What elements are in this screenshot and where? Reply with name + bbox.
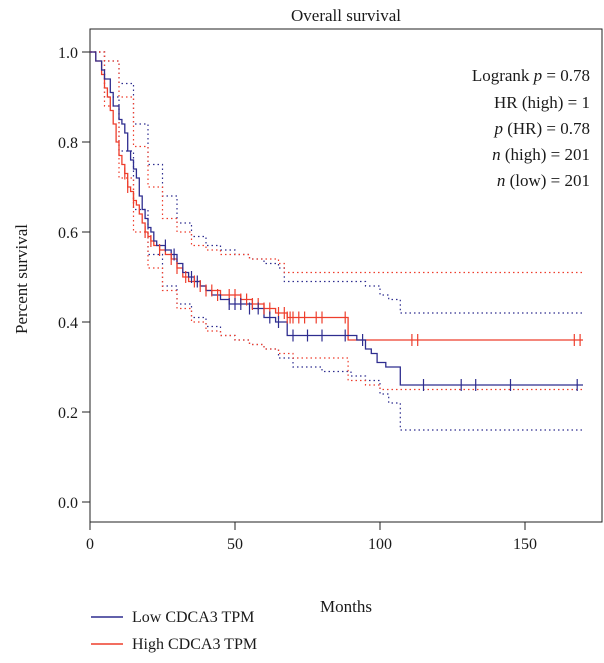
chart-title: Overall survival — [291, 6, 401, 25]
stat-annotation: p (HR) = 0.78 — [493, 119, 590, 138]
x-tick-label: 0 — [86, 536, 94, 553]
stat-annotation: n (high) = 201 — [492, 145, 590, 164]
y-tick-label: 0.0 — [58, 495, 78, 512]
statistics-annotations: Logrank p = 0.78 HR (high) = 1 p (HR) = 0.… — [472, 66, 590, 190]
y-axis-label: Percent survival — [12, 224, 31, 334]
y-tick-label: 0.4 — [58, 315, 78, 332]
stat-annotation: Logrank p = 0.78 — [472, 66, 590, 85]
y-tick-label: 0.2 — [58, 405, 78, 422]
legend-label-low: Low CDCA3 TPM — [132, 609, 254, 626]
x-tick-label: 100 — [368, 536, 392, 553]
ci-lower-high — [90, 51, 583, 391]
y-tick-label: 0.6 — [58, 225, 78, 242]
stat-annotation: n (low) = 201 — [497, 171, 590, 190]
x-tick-label: 150 — [513, 536, 537, 553]
legend: Low CDCA3 TPM High CDCA3 TPM — [91, 609, 257, 653]
x-tick-label: 50 — [227, 536, 243, 553]
curve-high — [90, 51, 583, 341]
censor-marks — [124, 167, 581, 391]
y-tick-label: 0.8 — [58, 135, 78, 152]
axes: 0 50 100 150 0.0 0.2 0.4 0.6 0.8 1.0 — [58, 45, 537, 553]
survival-curves — [90, 51, 583, 386]
legend-label-high: High CDCA3 TPM — [132, 636, 257, 653]
stat-annotation: HR (high) = 1 — [494, 93, 590, 112]
x-axis-label: Months — [320, 597, 372, 616]
y-tick-label: 1.0 — [58, 45, 78, 62]
ci-upper-high — [90, 51, 583, 274]
curve-low — [90, 51, 583, 386]
plot-frame — [89, 28, 603, 523]
